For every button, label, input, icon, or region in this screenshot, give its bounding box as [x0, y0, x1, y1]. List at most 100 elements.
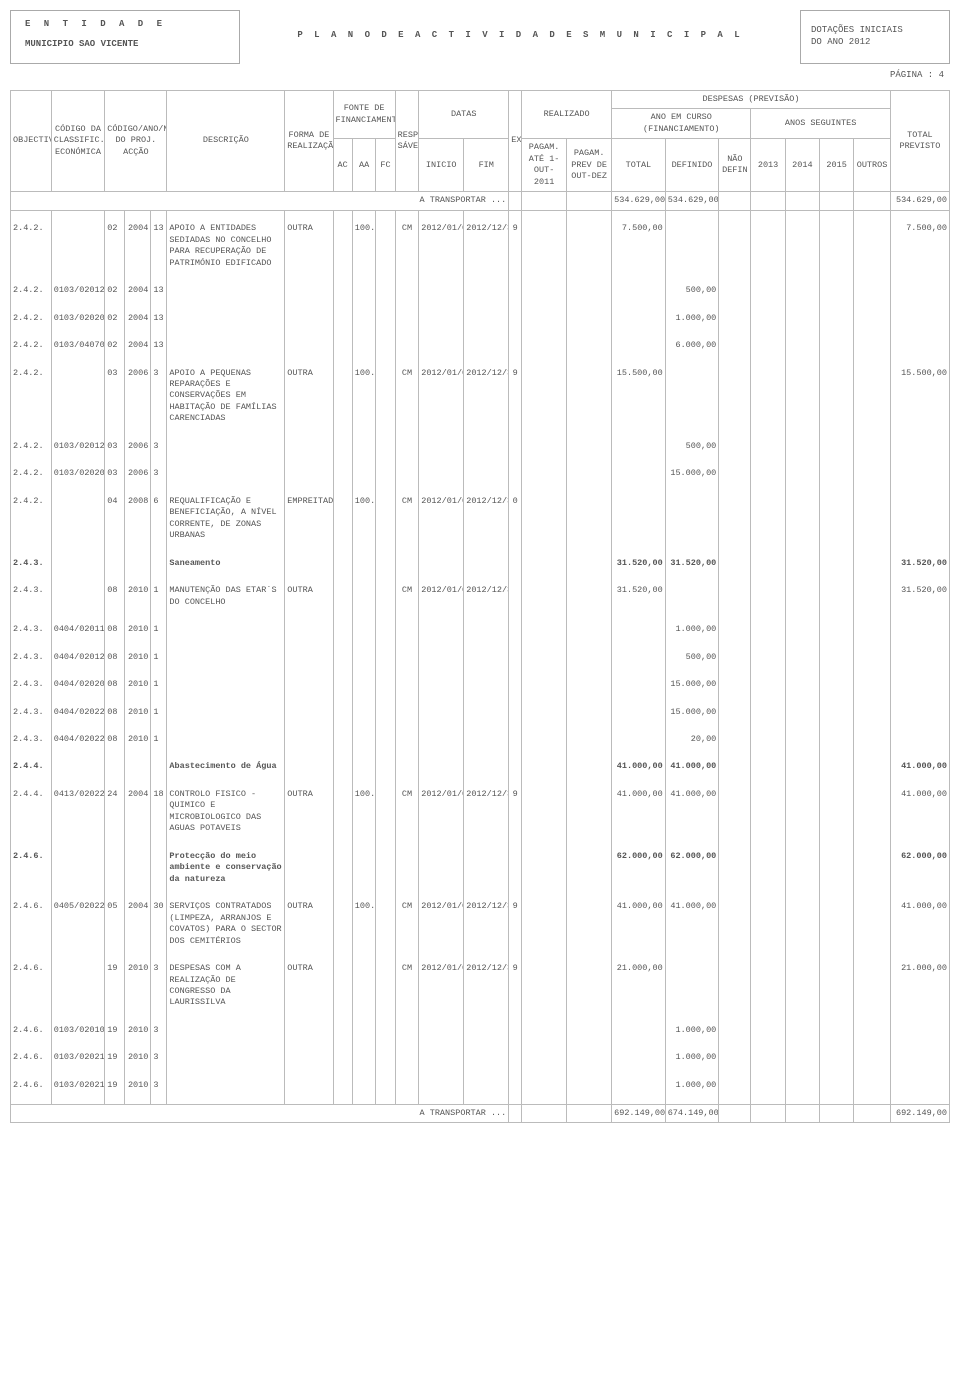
spacer-row: [11, 483, 950, 493]
table-cell: [51, 1039, 105, 1049]
table-cell: [419, 1022, 464, 1039]
table-cell: [333, 704, 352, 721]
table-cell: [124, 694, 151, 704]
table-cell: 2.4.3.: [11, 649, 52, 666]
table-cell: 2012/12/31: [464, 365, 509, 428]
th-nao-defin: NÃO DEFIN: [719, 139, 751, 192]
table-cell: [376, 888, 395, 898]
table-cell: [612, 545, 666, 555]
table-cell: [751, 327, 785, 337]
th-forma: FORMA DE REALIZAÇÃO: [285, 91, 333, 192]
table-cell: [464, 611, 509, 621]
table-cell: [522, 582, 567, 611]
table-cell: [333, 748, 352, 758]
th-ex: EX: [509, 91, 522, 192]
table-cell: [612, 838, 666, 848]
table-cell: [522, 337, 567, 354]
table-cell: [333, 210, 352, 220]
table-cell: [352, 465, 376, 482]
table-cell: [665, 1067, 719, 1077]
table-cell: [167, 694, 285, 704]
table-cell: [376, 220, 395, 272]
table-cell: OUTRA: [285, 898, 333, 950]
table-cell: [124, 848, 151, 888]
table-cell: [352, 611, 376, 621]
table-cell: [395, 621, 419, 638]
table-cell: CM: [395, 786, 419, 838]
table-cell: [854, 337, 891, 354]
table-cell: [376, 465, 395, 482]
table-cell: [819, 639, 853, 649]
table-cell: [105, 572, 124, 582]
table-cell: [376, 898, 395, 950]
table-row: 2.4.2.02200413APOIO A ENTIDADES SEDIADAS…: [11, 220, 950, 272]
table-cell: [333, 721, 352, 731]
table-cell: [151, 694, 167, 704]
table-cell: [567, 428, 612, 438]
th-definido: DEFINIDO: [665, 139, 719, 192]
table-cell: [419, 483, 464, 493]
table-cell: [890, 676, 949, 693]
table-cell: [854, 582, 891, 611]
table-row: 2.4.6.0103/02021719201031.000,00: [11, 1077, 950, 1094]
table-cell: [612, 428, 666, 438]
table-cell: [854, 776, 891, 786]
table-cell: [819, 192, 853, 210]
table-cell: [665, 611, 719, 621]
table-cell: [333, 428, 352, 438]
table-cell: CM: [395, 493, 419, 545]
table-cell: [333, 898, 352, 950]
table-cell: [890, 950, 949, 960]
table-cell: [124, 950, 151, 960]
table-cell: [376, 455, 395, 465]
table-cell: 534.629,00: [890, 192, 949, 210]
table-cell: [11, 694, 52, 704]
table-cell: [785, 731, 819, 748]
table-cell: [395, 428, 419, 438]
header-entity-box: E N T I D A D E MUNICIPIO SAO VICENTE: [10, 10, 240, 64]
table-cell: [890, 704, 949, 721]
table-cell: 2004: [124, 220, 151, 272]
table-cell: [751, 786, 785, 838]
table-cell: [819, 282, 853, 299]
table-cell: [612, 355, 666, 365]
table-cell: [333, 848, 352, 888]
table-cell: [333, 611, 352, 621]
table-cell: [11, 950, 52, 960]
table-cell: 08: [105, 676, 124, 693]
th-respon: RESPON SÁVEL: [395, 91, 419, 192]
table-cell: 0103/020121: [51, 438, 105, 455]
table-cell: [612, 649, 666, 666]
table-cell: [464, 694, 509, 704]
table-cell: [890, 483, 949, 493]
table-cell: [612, 483, 666, 493]
table-cell: [665, 950, 719, 960]
table-cell: [854, 848, 891, 888]
table-cell: [376, 355, 395, 365]
table-cell: 0103/040701: [51, 337, 105, 354]
table-cell: [612, 731, 666, 748]
table-cell: [509, 300, 522, 310]
table-cell: [522, 220, 567, 272]
table-cell: [854, 758, 891, 775]
table-cell: [51, 694, 105, 704]
table-cell: REQUALIFICAÇÃO E BENEFICIAÇÃO, A NÍVEL C…: [167, 493, 285, 545]
table-cell: [151, 758, 167, 775]
table-cell: [352, 327, 376, 337]
table-cell: [567, 493, 612, 545]
table-cell: [51, 838, 105, 848]
table-cell: [285, 888, 333, 898]
table-cell: [719, 621, 751, 638]
table-cell: [333, 220, 352, 272]
table-cell: [567, 898, 612, 950]
table-cell: [665, 355, 719, 365]
table-cell: [785, 960, 819, 1012]
table-cell: [522, 428, 567, 438]
table-cell: [376, 210, 395, 220]
table-cell: [567, 694, 612, 704]
table-cell: [333, 1067, 352, 1077]
table-cell: 1: [151, 676, 167, 693]
table-cell: [567, 621, 612, 638]
table-cell: [124, 272, 151, 282]
spacer-row: [11, 572, 950, 582]
